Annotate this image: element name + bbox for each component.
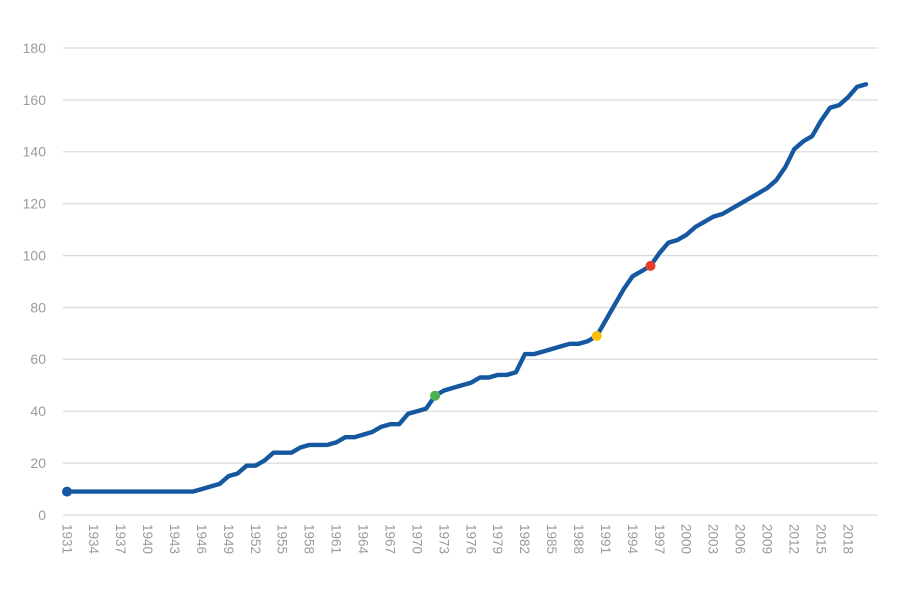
x-tick-label: 1946 — [194, 524, 209, 554]
y-tick-label: 160 — [23, 92, 47, 108]
x-tick-label: 1955 — [275, 524, 290, 554]
x-tick-label: 1952 — [248, 524, 263, 554]
data-line — [64, 82, 869, 494]
x-tick-label: 1943 — [167, 524, 182, 554]
y-tick-label: 140 — [23, 144, 47, 160]
x-tick-label: 1949 — [221, 524, 236, 554]
y-tick-label: 180 — [23, 40, 47, 56]
x-tick-label: 1976 — [463, 524, 478, 554]
x-tick-label: 1967 — [382, 524, 397, 554]
x-tick-label: 1973 — [436, 524, 451, 554]
x-tick-label: 1997 — [652, 524, 667, 554]
x-tick-label: 1991 — [598, 524, 613, 554]
x-tick-label: 1940 — [140, 524, 155, 554]
x-tick-label: 1985 — [544, 524, 559, 554]
red-marker-dot — [645, 260, 656, 271]
x-tick-label: 1979 — [490, 524, 505, 554]
x-tick-label: 2012 — [786, 524, 801, 554]
x-tick-label: 1964 — [356, 524, 371, 555]
x-tick-label: 2009 — [760, 524, 775, 554]
x-tick-label: 1970 — [409, 524, 424, 554]
y-tick-label: 40 — [30, 403, 46, 419]
y-tick-label: 60 — [30, 351, 46, 367]
y-tick-label: 80 — [30, 299, 46, 315]
y-tick-label: 100 — [23, 247, 47, 263]
y-tick-label: 20 — [30, 455, 46, 471]
x-tick-label: 1994 — [625, 524, 640, 555]
x-tick-label: 2006 — [733, 524, 748, 554]
x-tick-label: 1934 — [86, 524, 101, 555]
x-tick-label: 1937 — [113, 524, 128, 554]
yellow-marker-dot — [591, 331, 602, 341]
x-tick-label: 2015 — [813, 524, 828, 554]
start-marker-dot — [62, 486, 72, 497]
y-tick-label: 0 — [38, 507, 46, 523]
x-tick-label: 1988 — [571, 524, 586, 554]
x-tick-label: 1931 — [59, 524, 74, 554]
x-tick-label: 2003 — [706, 524, 721, 554]
green-marker-dot — [430, 390, 441, 401]
x-tick-label: 2000 — [679, 524, 694, 554]
x-tick-label: 1961 — [329, 524, 344, 554]
y-tick-label: 120 — [23, 196, 47, 212]
x-tick-label: 1982 — [517, 524, 532, 554]
x-tick-label: 1958 — [302, 524, 317, 554]
x-tick-label: 2018 — [840, 524, 855, 554]
